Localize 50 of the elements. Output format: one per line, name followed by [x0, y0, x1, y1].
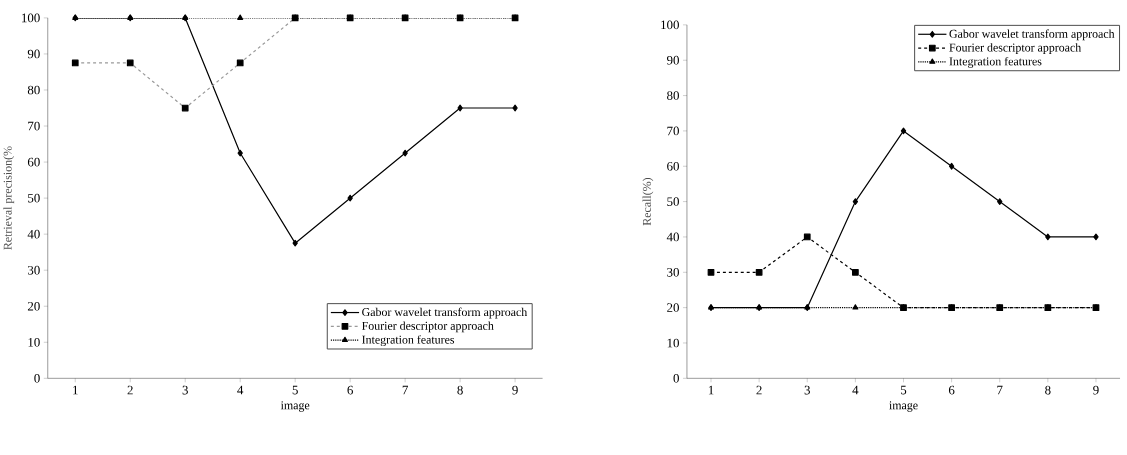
x-tick-label: 5	[901, 385, 907, 395]
legend-label: Gabor wavelet transform approach	[362, 307, 528, 319]
x-tick-label: 2	[127, 385, 133, 395]
x-tick-label: 8	[457, 385, 463, 395]
x-axis-title: image	[280, 401, 310, 412]
y-tick-label: 80	[27, 85, 40, 95]
y-tick-label: 50	[28, 193, 40, 203]
legend-label: Integration features	[362, 335, 455, 347]
y-tick-label: 80	[667, 91, 679, 100]
y-tick-label: 30	[667, 267, 679, 277]
x-tick-label: 7	[997, 385, 1003, 395]
x-tick-label: 3	[182, 385, 188, 395]
x-tick-label: 9	[512, 385, 518, 395]
x-tick-label: 6	[347, 385, 353, 395]
x-tick-label: 6	[948, 385, 955, 395]
x-tick-label: 4	[237, 385, 244, 395]
x-tick-label: 3	[804, 385, 810, 395]
y-tick-label: 70	[667, 126, 679, 136]
x-axis-title: image	[889, 401, 918, 412]
y-tick-label: 90	[666, 55, 679, 65]
y-tick-label: 10	[28, 337, 40, 347]
y-tick-label: 100	[661, 20, 679, 30]
x-tick-label: 1	[73, 385, 78, 395]
y-tick-label: 20	[27, 301, 40, 311]
y-tick-label: 0	[673, 373, 679, 383]
x-tick-label: 2	[756, 385, 762, 395]
y-axis-title: Recall(%)	[642, 177, 654, 226]
y-tick-label: 70	[28, 121, 40, 131]
y-tick-label: 100	[22, 13, 40, 23]
x-tick-label: 8	[1045, 385, 1051, 395]
legend-label: Fourier descriptor approach	[949, 43, 1082, 54]
y-tick-label: 20	[667, 303, 679, 312]
x-tick-label: 4	[852, 385, 859, 395]
x-tick-label: 7	[402, 385, 408, 395]
x-tick-label: 1	[708, 385, 714, 395]
y-tick-label: 50	[667, 197, 679, 206]
legend-label: Gabor wavelet transform approach	[949, 29, 1115, 41]
y-tick-label: 10	[667, 338, 679, 348]
y-tick-label: 60	[667, 161, 679, 171]
x-tick-label: 5	[292, 385, 298, 395]
y-axis-title: Retrieval precision(%	[3, 146, 15, 250]
y-tick-label: 40	[666, 232, 679, 242]
y-tick-label: 90	[27, 49, 40, 59]
y-tick-label: 30	[28, 265, 40, 275]
legend-label: Integration features	[949, 56, 1042, 68]
y-tick-label: 0	[34, 373, 40, 383]
y-tick-label: 60	[27, 157, 40, 167]
legend-label: Fourier descriptor approach	[361, 321, 494, 333]
x-tick-label: 9	[1093, 385, 1099, 395]
y-tick-label: 40	[27, 229, 40, 239]
